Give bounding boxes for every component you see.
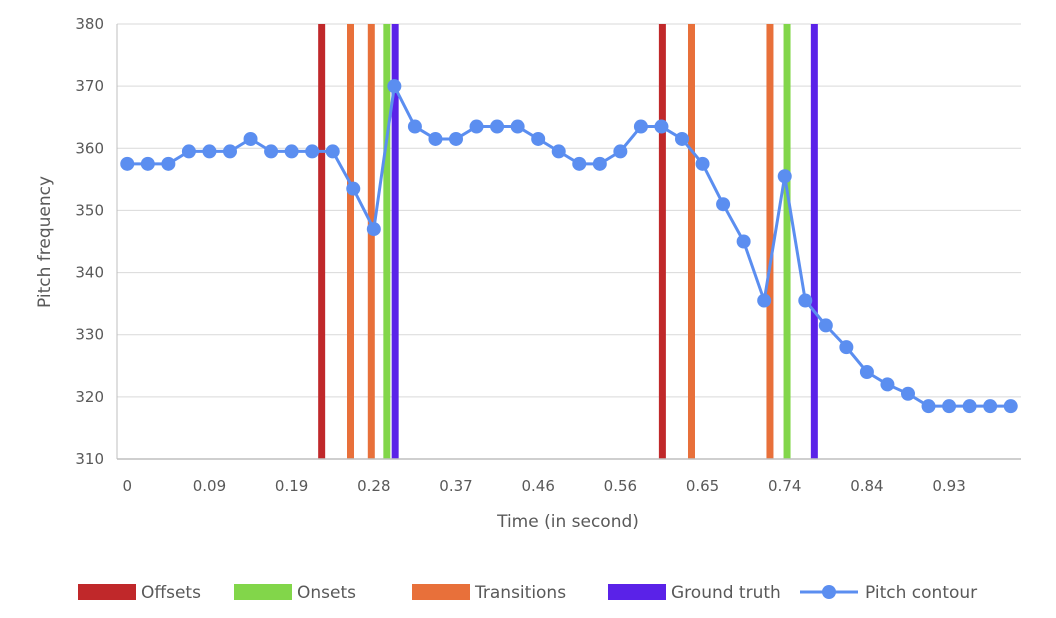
grid-lines (117, 23, 1021, 398)
y-tick-label: 310 (75, 450, 104, 468)
x-tick-label: 0.65 (686, 477, 719, 495)
y-tick-labels: 310 320 330 340 350 360 370 380 (75, 15, 104, 468)
x-tick-labels: 0 0.09 0.19 0.28 0.37 0.46 0.56 0.65 0.74 0.84 0.9… (122, 477, 965, 495)
pitch-contour-point (675, 131, 689, 146)
pitch-contour-line (127, 84, 1011, 408)
y-tick-label: 340 (75, 264, 104, 282)
legend: Offsets Onsets Transitions Ground truth Pitc… (78, 583, 977, 603)
offsets-marker-1 (318, 24, 326, 459)
legend-label-pitch-contour: Pitch contour (865, 583, 977, 603)
pitch-contour-point (613, 144, 628, 159)
pitch-contour-point (284, 144, 299, 159)
x-tick-label: 0 (122, 477, 132, 495)
x-tick-label: 0.93 (932, 477, 965, 495)
pitch-contour-point (202, 144, 217, 159)
ground-truth-marker-1 (391, 24, 399, 459)
pitch-contour-point (1003, 399, 1018, 414)
pitch-contour-point (366, 222, 381, 237)
pitch-contour-point (798, 293, 813, 308)
pitch-contour-series (120, 79, 1018, 414)
pitch-contour-point (757, 293, 772, 308)
pitch-contour-point (428, 131, 443, 146)
pitch-contour-point (736, 234, 751, 249)
pitch-contour-point (264, 144, 279, 159)
y-tick-label: 320 (75, 388, 104, 406)
onsets-marker-2 (783, 24, 791, 459)
pitch-contour-point (942, 399, 957, 414)
x-tick-label: 0.37 (439, 477, 472, 495)
pitch-contour-point (243, 131, 258, 146)
legend-label-offsets: Offsets (141, 583, 201, 603)
pitch-contour-point (880, 377, 895, 392)
marker-lines (318, 24, 818, 459)
transitions-marker-1 (347, 24, 355, 459)
y-tick-label: 350 (75, 201, 104, 219)
legend-swatch-onsets (234, 584, 292, 600)
pitch-contour-point (716, 197, 731, 212)
pitch-contour-point (305, 144, 320, 159)
legend-swatch-marker-pitch-contour (822, 585, 836, 599)
pitch-contour-point (510, 119, 525, 134)
x-tick-label: 0.46 (521, 477, 554, 495)
x-tick-label: 0.28 (357, 477, 390, 495)
pitch-contour-point (407, 119, 422, 134)
pitch-contour-point (161, 156, 176, 171)
x-tick-label: 0.09 (193, 477, 226, 495)
onsets-marker-1 (383, 24, 391, 459)
legend-label-onsets: Onsets (297, 583, 356, 603)
pitch-contour-point (490, 119, 505, 134)
pitch-contour-point (531, 131, 546, 146)
pitch-contour-point (818, 318, 833, 333)
y-axis-title: Pitch frequency (35, 176, 55, 308)
pitch-contour-point (325, 144, 340, 159)
pitch-contour-point (346, 181, 361, 196)
transitions-marker-3 (687, 24, 695, 459)
x-tick-label: 0.56 (604, 477, 637, 495)
pitch-contour-point (572, 156, 587, 171)
transitions-marker-4 (766, 24, 774, 459)
pitch-contour-point (449, 131, 463, 146)
pitch-contour-point (592, 156, 607, 171)
pitch-contour-point (469, 119, 484, 134)
legend-label-transitions: Transitions (474, 583, 566, 603)
x-axis-title: Time (in second) (496, 512, 639, 532)
legend-label-ground-truth: Ground truth (671, 583, 781, 603)
pitch-contour-point (695, 156, 710, 171)
x-tick-label: 0.84 (850, 477, 883, 495)
pitch-contour-point (839, 340, 854, 355)
y-tick-label: 370 (75, 77, 104, 95)
pitch-contour-point (859, 365, 874, 379)
pitch-contour-point (777, 169, 792, 184)
x-tick-label: 0.74 (768, 477, 801, 495)
pitch-contour-point (901, 386, 915, 401)
pitch-contour-point (633, 119, 648, 134)
pitch-contour-point (120, 156, 135, 171)
pitch-contour-point (921, 399, 936, 414)
pitch-contour-point (983, 399, 998, 414)
y-tick-label: 330 (75, 326, 104, 344)
transitions-marker-2 (367, 24, 375, 459)
pitch-contour-point (181, 144, 196, 159)
legend-swatch-ground-truth (608, 584, 666, 600)
pitch-contour-point (962, 399, 977, 414)
pitch-contour-point (223, 144, 237, 159)
pitch-contour-point (140, 156, 155, 171)
pitch-contour-point (654, 119, 669, 134)
x-tick-label: 0.19 (275, 477, 308, 495)
axes (116, 24, 1021, 460)
legend-swatch-transitions (412, 584, 470, 600)
ground-truth-marker-2 (810, 24, 818, 459)
pitch-contour-point (551, 144, 566, 159)
offsets-marker-2 (658, 24, 666, 459)
y-tick-label: 380 (75, 15, 104, 33)
legend-swatch-offsets (78, 584, 136, 600)
y-tick-label: 360 (75, 139, 104, 157)
pitch-contour-point (387, 79, 402, 94)
